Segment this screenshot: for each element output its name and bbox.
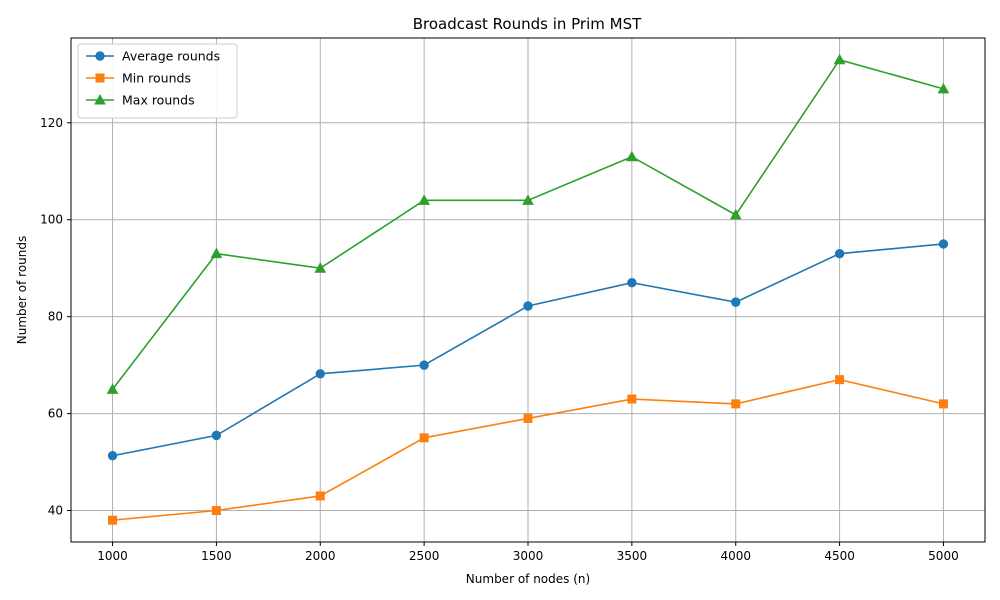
legend-label: Average rounds — [122, 49, 220, 64]
x-tick-label: 2500 — [409, 549, 440, 563]
y-tick-label: 100 — [40, 213, 63, 227]
y-tick-label: 40 — [48, 504, 63, 518]
legend-item: Average rounds — [86, 49, 220, 64]
data-point — [108, 515, 118, 525]
y-axis-label: Number of rounds — [15, 236, 29, 345]
series-square — [108, 375, 948, 525]
data-point — [211, 430, 222, 441]
legend: Average rounds Min rounds Max rounds — [77, 43, 238, 119]
legend-marker — [95, 51, 105, 61]
data-point — [627, 278, 637, 288]
x-tick-label: 5000 — [928, 549, 959, 563]
chart-title: Broadcast Rounds in Prim MST — [413, 15, 642, 33]
legend-box — [77, 43, 238, 119]
data-point — [419, 433, 429, 443]
legend-label: Max rounds — [122, 93, 195, 108]
x-tick-label: 1000 — [97, 549, 128, 563]
data-point — [938, 239, 949, 249]
grid — [71, 38, 985, 542]
data-point — [834, 248, 845, 259]
x-tick-label: 4500 — [824, 549, 855, 563]
data-point — [522, 194, 534, 205]
data-point — [835, 375, 845, 385]
series-circle — [107, 239, 949, 461]
data-point — [626, 150, 638, 162]
y-tick-label: 60 — [48, 407, 63, 421]
data-point — [729, 208, 742, 220]
data-point — [419, 360, 429, 370]
x-tick-label: 4000 — [720, 549, 751, 563]
data-point — [418, 194, 430, 205]
legend-marker — [94, 93, 106, 105]
data-point — [107, 451, 118, 461]
y-tick-label: 80 — [48, 310, 63, 324]
legend-label: Min rounds — [122, 71, 191, 86]
legend-item: Min rounds — [86, 71, 191, 86]
series-triangle — [106, 53, 950, 394]
x-tick-label: 1500 — [201, 549, 232, 563]
data-point — [315, 369, 325, 379]
data-point — [106, 383, 119, 394]
legend-marker — [95, 73, 105, 83]
data-point — [523, 301, 533, 311]
series-layer — [106, 53, 950, 525]
y-axis: 40 60 80 100 120 — [40, 116, 71, 518]
data-point — [731, 399, 741, 409]
legend-item: Max rounds — [86, 93, 195, 108]
y-tick-label: 120 — [40, 116, 63, 130]
data-point — [833, 53, 846, 65]
x-axis-label: Number of nodes (n) — [466, 572, 590, 586]
data-point — [731, 297, 741, 307]
data-point — [314, 262, 327, 273]
data-point — [523, 413, 533, 423]
data-point — [315, 491, 325, 501]
x-tick-label: 3500 — [617, 549, 648, 563]
data-point — [627, 394, 637, 404]
data-point — [211, 506, 221, 515]
x-tick-label: 2000 — [305, 549, 336, 563]
data-point — [938, 399, 948, 409]
data-point — [937, 82, 950, 94]
x-tick-label: 3000 — [513, 549, 544, 563]
data-point — [210, 247, 223, 259]
x-axis: 1000 1500 2000 2500 3000 3500 4000 4500 5000 — [97, 542, 959, 563]
